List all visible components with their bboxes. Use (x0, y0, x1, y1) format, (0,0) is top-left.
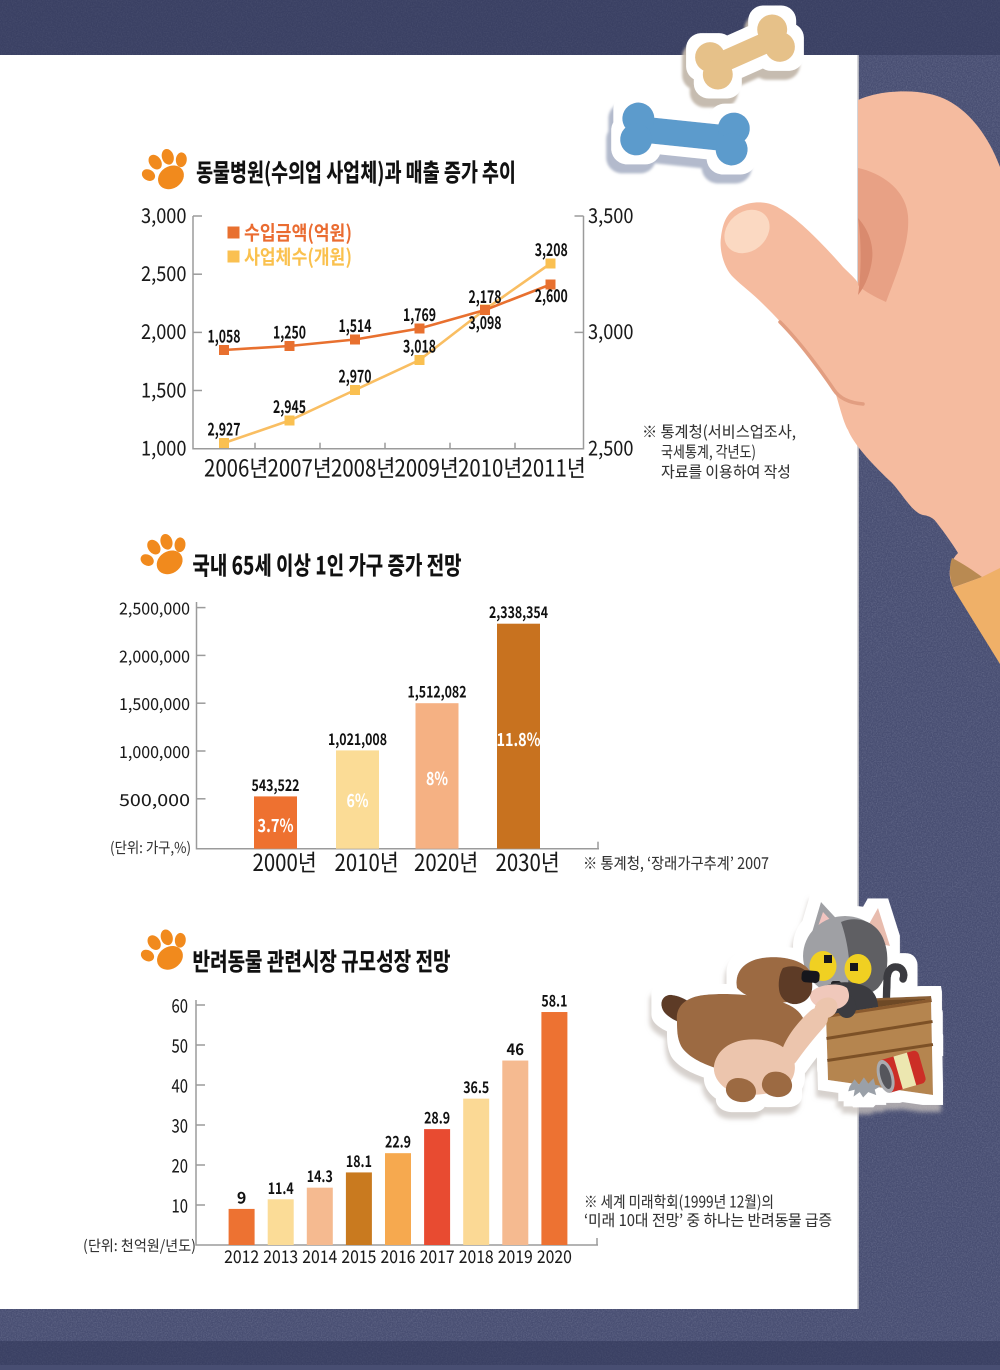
svg-text:1,514: 1,514 (339, 313, 372, 338)
svg-text:2018: 2018 (459, 1244, 494, 1269)
svg-text:2008년: 2008년 (331, 450, 395, 484)
svg-text:28.9: 28.9 (424, 1105, 450, 1129)
svg-text:자료를 이용하여 작성: 자료를 이용하여 작성 (661, 458, 791, 482)
svg-text:30: 30 (172, 1113, 189, 1139)
svg-text:500,000: 500,000 (119, 787, 190, 811)
svg-text:2,500: 2,500 (141, 257, 187, 287)
svg-text:9: 9 (237, 1184, 246, 1208)
svg-text:‘미래 10대 전망’ 중 하나는 반려동물 급증: ‘미래 10대 전망’ 중 하나는 반려동물 급증 (584, 1207, 832, 1231)
svg-text:3,208: 3,208 (535, 237, 568, 262)
svg-text:18.1: 18.1 (346, 1148, 372, 1172)
svg-text:동물병원(수의업 사업체)과 매출 증가 추이: 동물병원(수의업 사업체)과 매출 증가 추이 (196, 154, 516, 190)
svg-text:2,000: 2,000 (141, 315, 187, 345)
svg-text:2030년: 2030년 (496, 844, 560, 878)
svg-text:2010년: 2010년 (335, 844, 399, 878)
svg-text:1,058: 1,058 (208, 324, 241, 349)
svg-text:2017: 2017 (420, 1244, 455, 1269)
svg-text:국내 65세 이상 1인 가구 증가 전망: 국내 65세 이상 1인 가구 증가 전망 (193, 547, 462, 583)
svg-text:2014: 2014 (302, 1244, 337, 1269)
svg-text:60: 60 (172, 993, 189, 1019)
svg-text:8%: 8% (426, 765, 448, 791)
svg-text:3,500: 3,500 (588, 199, 634, 229)
svg-text:2012: 2012 (224, 1244, 259, 1269)
svg-text:2000년: 2000년 (253, 844, 317, 878)
svg-text:22.9: 22.9 (385, 1129, 411, 1153)
svg-text:※ 세계 미래학회(1999년 12월)의: ※ 세계 미래학회(1999년 12월)의 (584, 1189, 774, 1213)
svg-text:2015: 2015 (341, 1244, 376, 1269)
svg-text:58.1: 58.1 (541, 988, 567, 1012)
svg-text:2009년: 2009년 (395, 450, 459, 484)
svg-text:543,522: 543,522 (252, 772, 300, 796)
svg-text:3.7%: 3.7% (258, 812, 294, 838)
svg-text:※ 통계청, ‘장래가구추계’ 2007: ※ 통계청, ‘장래가구추계’ 2007 (583, 850, 769, 874)
svg-text:반려동물 관련시장 규모성장 전망: 반려동물 관련시장 규모성장 전망 (193, 943, 451, 979)
svg-text:40: 40 (172, 1073, 189, 1099)
svg-text:6%: 6% (347, 787, 369, 813)
svg-text:1,250: 1,250 (273, 320, 306, 345)
svg-text:2,600: 2,600 (535, 283, 568, 308)
svg-text:2019: 2019 (498, 1244, 533, 1269)
svg-text:2020: 2020 (537, 1244, 572, 1269)
svg-text:50: 50 (172, 1033, 189, 1059)
svg-text:20: 20 (172, 1153, 189, 1179)
svg-text:3,018: 3,018 (403, 334, 436, 359)
svg-text:3,098: 3,098 (469, 310, 502, 335)
svg-text:2,000,000: 2,000,000 (119, 643, 190, 667)
svg-text:10: 10 (172, 1193, 189, 1219)
svg-text:2,500,000: 2,500,000 (119, 596, 190, 620)
svg-text:2007년: 2007년 (268, 450, 332, 484)
svg-text:14.3: 14.3 (307, 1163, 333, 1187)
svg-text:2006년: 2006년 (204, 450, 268, 484)
svg-text:2,945: 2,945 (273, 394, 306, 419)
svg-text:1,512,082: 1,512,082 (408, 679, 467, 703)
svg-text:2010년: 2010년 (458, 450, 522, 484)
svg-text:2,178: 2,178 (469, 284, 502, 309)
svg-text:11.8%: 11.8% (497, 726, 541, 752)
svg-text:1,500: 1,500 (141, 373, 187, 403)
svg-text:※ 통계청(서비스업조사,: ※ 통계청(서비스업조사, (642, 418, 796, 442)
svg-text:수입금액(억원): 수입금액(억원) (244, 217, 352, 246)
svg-text:2011년: 2011년 (522, 450, 586, 484)
svg-text:3,000: 3,000 (141, 199, 187, 229)
svg-text:46: 46 (507, 1036, 525, 1060)
svg-text:사업체수(개원): 사업체수(개원) (244, 241, 352, 270)
svg-text:2020년: 2020년 (414, 844, 478, 878)
svg-text:(단위: 천억원/년도): (단위: 천억원/년도) (83, 1235, 196, 1256)
svg-text:1,021,008: 1,021,008 (328, 726, 387, 750)
svg-text:11.4: 11.4 (268, 1175, 294, 1199)
svg-text:1,000: 1,000 (141, 432, 187, 462)
svg-text:1,000,000: 1,000,000 (119, 739, 190, 763)
svg-text:2,927: 2,927 (208, 417, 241, 442)
svg-text:2,338,354: 2,338,354 (489, 599, 548, 623)
svg-text:(단위: 가구,%): (단위: 가구,%) (110, 837, 191, 858)
svg-text:1,500,000: 1,500,000 (119, 691, 190, 715)
svg-text:2,500: 2,500 (588, 432, 634, 462)
svg-text:2,970: 2,970 (339, 364, 372, 389)
svg-text:2016: 2016 (381, 1244, 416, 1269)
svg-text:1,769: 1,769 (403, 302, 436, 327)
svg-text:36.5: 36.5 (463, 1074, 489, 1098)
svg-text:3,000: 3,000 (588, 315, 634, 345)
svg-text:국세통계, 각년도): 국세통계, 각년도) (661, 439, 756, 463)
svg-text:2013: 2013 (263, 1244, 298, 1269)
